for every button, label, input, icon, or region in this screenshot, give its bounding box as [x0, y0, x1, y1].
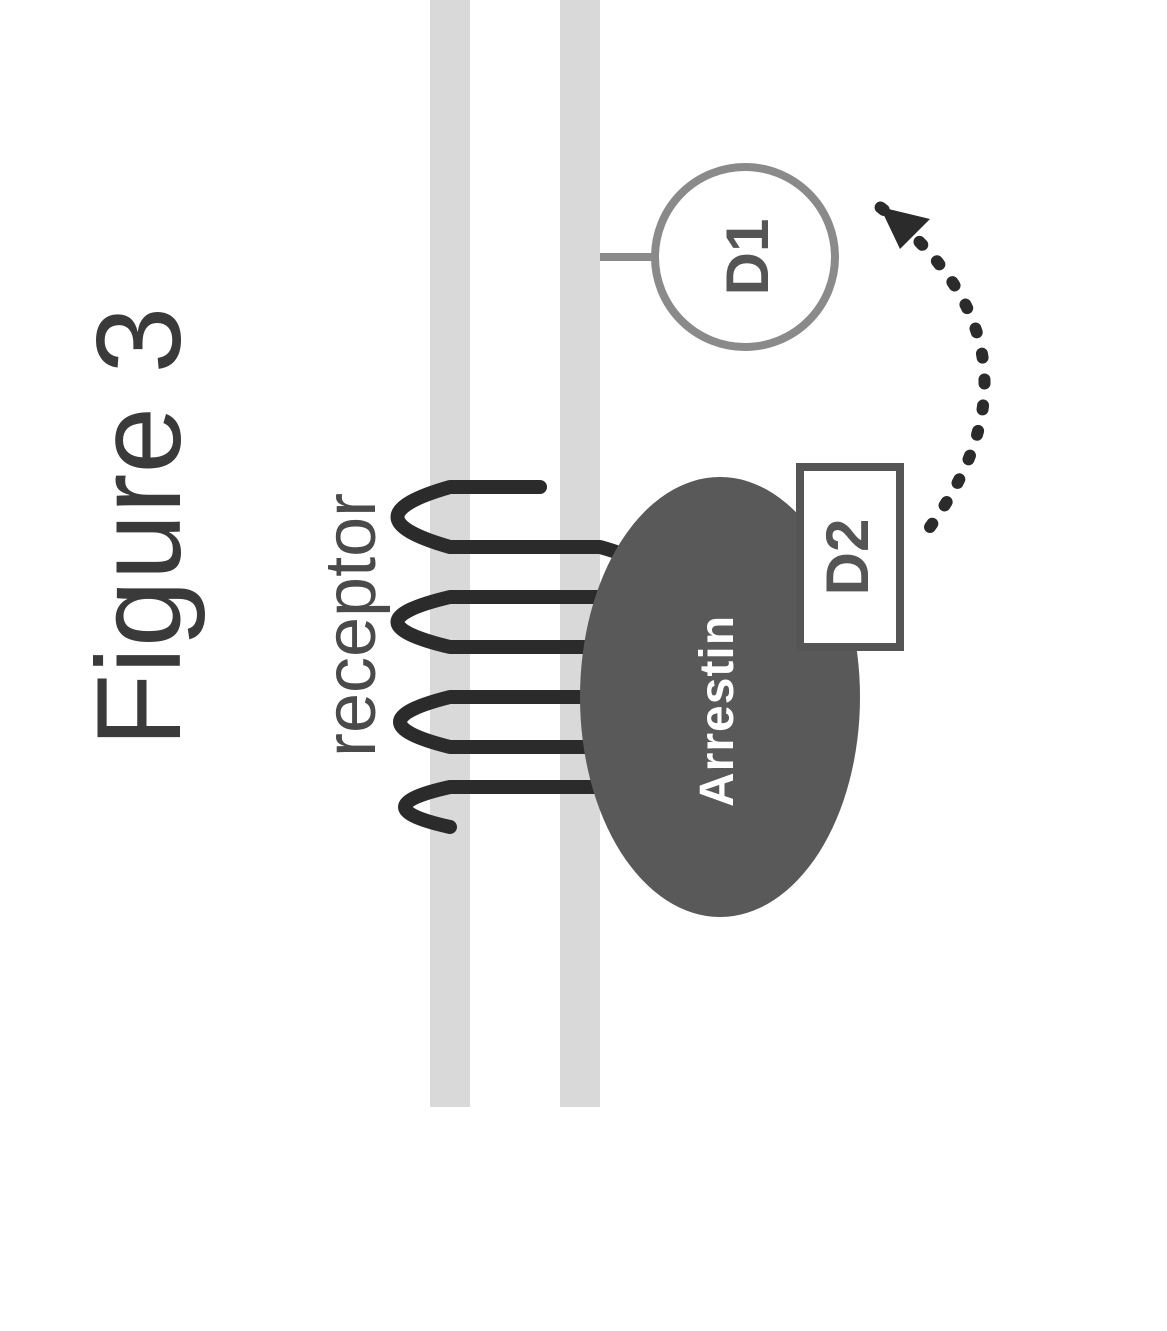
receptor-label: receptor	[310, 493, 392, 757]
d1-label: D1	[714, 219, 781, 296]
diagram-svg: D2 D1	[0, 0, 1167, 1167]
arrestin-label: Arrestin	[690, 615, 745, 807]
d2-label: D2	[814, 519, 881, 596]
diagram-canvas: Figure 3 D2 D1 receptor Arrestin	[0, 0, 1167, 1167]
